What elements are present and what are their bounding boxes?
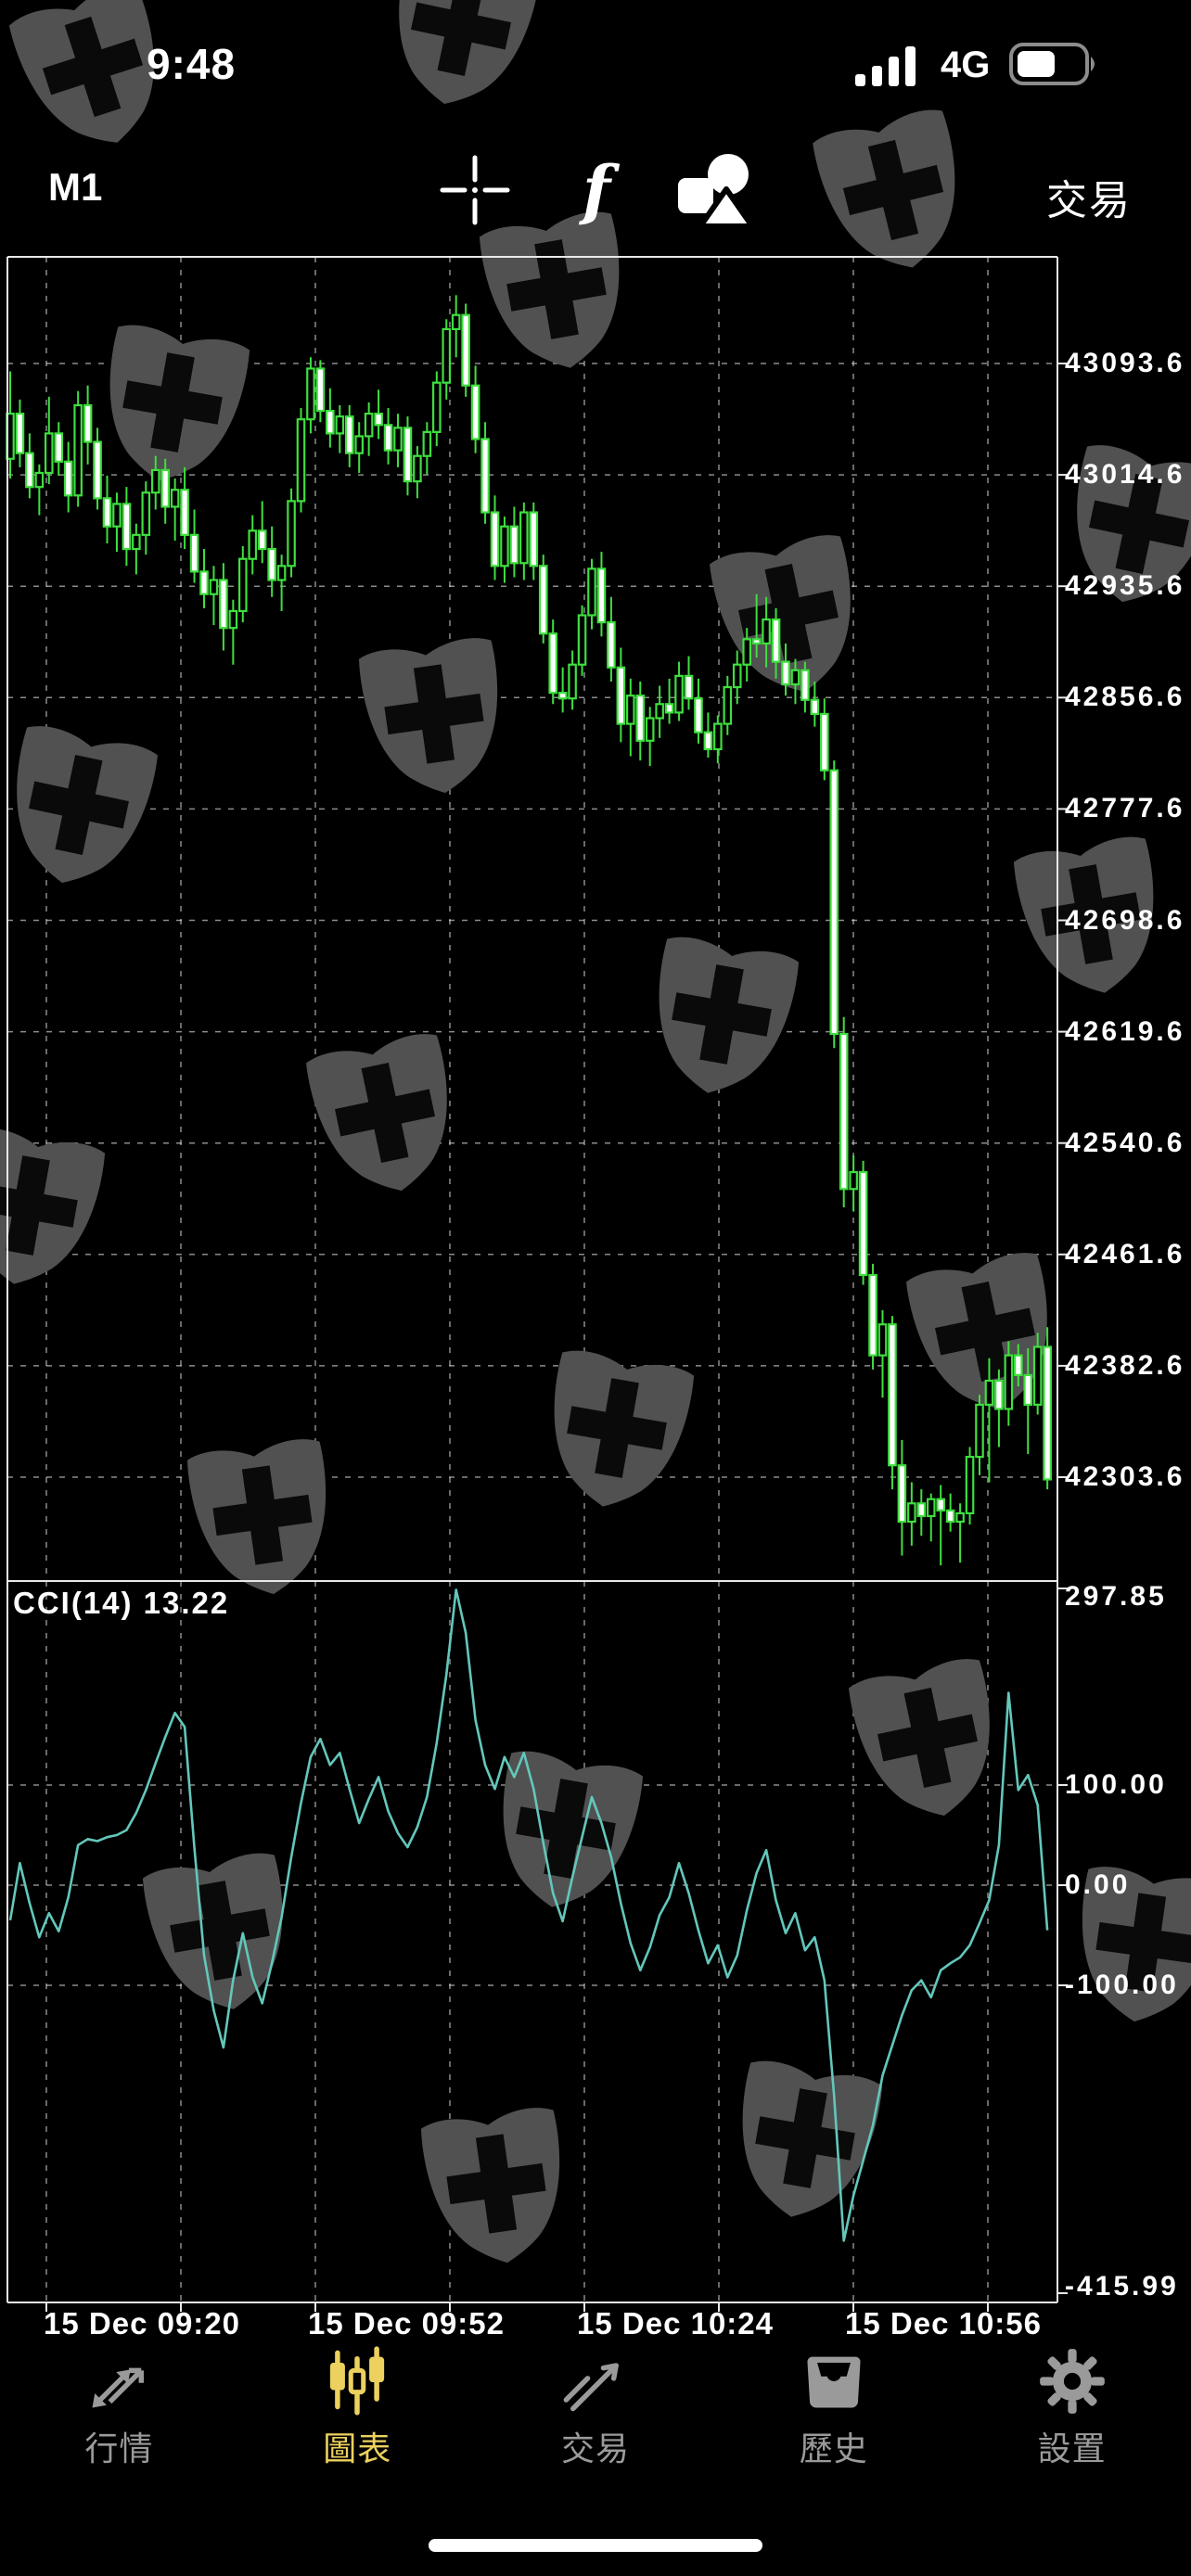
- home-indicator[interactable]: [429, 2539, 762, 2552]
- timeframe-button[interactable]: M1: [48, 165, 103, 209]
- price-axis-label: 42461.6: [1065, 1238, 1185, 1269]
- trade-top-button[interactable]: 交易: [1046, 178, 1132, 223]
- tab-label: 行情: [84, 2429, 154, 2468]
- cci-indicator-label: CCI(14) 13.22: [13, 1586, 230, 1620]
- crosshair-button[interactable]: [433, 148, 517, 232]
- crosshair-icon: [440, 155, 510, 225]
- network-type-label: 4G: [941, 45, 991, 85]
- cci-axis-label: -100.00: [1065, 1970, 1179, 2000]
- price-axis-label: 43014.6: [1065, 459, 1185, 491]
- charts-icon: [330, 2346, 385, 2416]
- objects-button[interactable]: [672, 148, 756, 232]
- time-axis-label: 15 Dec 09:20: [44, 2306, 240, 2340]
- tab-bar: 行情 圖表 交易: [0, 2346, 1191, 2504]
- settings-icon: [1039, 2349, 1105, 2414]
- price-axis-label: 42382.6: [1065, 1349, 1185, 1381]
- tab-charts[interactable]: 圖表: [238, 2346, 477, 2504]
- tab-history[interactable]: 歷史: [714, 2346, 953, 2504]
- trade-icon: [563, 2363, 619, 2412]
- cci-axis-label: -415.99: [1065, 2271, 1179, 2302]
- price-axis-label: 42540.6: [1065, 1127, 1185, 1158]
- time-axis-label: 15 Dec 10:56: [845, 2306, 1042, 2340]
- objects-icon: [678, 154, 755, 229]
- price-axis-label: 43093.6: [1065, 348, 1185, 378]
- indicators-button[interactable]: f: [555, 148, 638, 232]
- battery-icon: [1009, 43, 1095, 85]
- cci-axis-label: 297.85: [1065, 1581, 1167, 1612]
- tab-label: 圖表: [323, 2429, 392, 2468]
- time-axis-label: 15 Dec 09:52: [308, 2306, 505, 2340]
- tab-trade[interactable]: 交易: [477, 2346, 715, 2504]
- tab-quotes[interactable]: 行情: [0, 2346, 238, 2504]
- status-time: 9:48: [147, 40, 237, 88]
- price-axis-label: 42935.6: [1065, 570, 1185, 602]
- tab-label: 交易: [560, 2429, 630, 2468]
- signal-bars-icon: [855, 46, 916, 86]
- price-axis-label: 42303.6: [1065, 1461, 1185, 1492]
- history-icon: [807, 2356, 861, 2408]
- tab-label: 歷史: [799, 2429, 868, 2468]
- function-icon: f: [582, 151, 611, 228]
- tab-label: 設置: [1037, 2429, 1107, 2468]
- price-axis-label: 42619.6: [1065, 1015, 1185, 1047]
- price-axis-label: 42698.6: [1065, 904, 1185, 936]
- tab-settings[interactable]: 設置: [953, 2346, 1191, 2504]
- price-axis-label: 42856.6: [1065, 682, 1185, 713]
- price-axis-label: 42777.6: [1065, 793, 1185, 824]
- quotes-icon: [92, 2367, 145, 2408]
- cci-axis-label: 100.00: [1065, 1769, 1167, 1800]
- cci-axis-label: 0.00: [1065, 1869, 1131, 1900]
- time-axis-label: 15 Dec 10:24: [577, 2306, 774, 2340]
